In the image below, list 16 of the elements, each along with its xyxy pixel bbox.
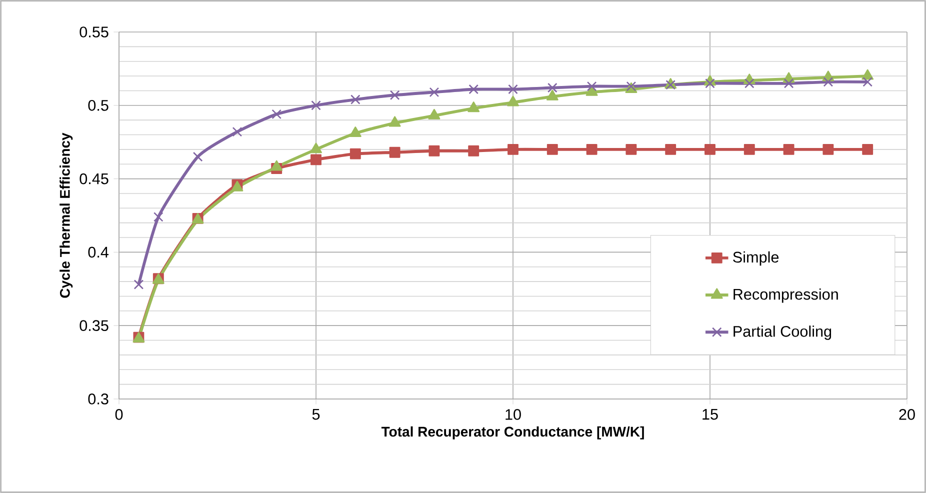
x-tick-label: 10 [506,409,521,420]
x-axis-title: Total Recuperator Conductance [MW/K] [381,426,644,440]
legend-label: Recompression [734,288,838,303]
x-tick-label: 0 [115,409,123,420]
legend-label: Partial Cooling [734,326,832,340]
x-tick-label: 5 [312,409,320,420]
y-tick-label: 0.35 [80,320,108,332]
x-tick-label: 20 [899,409,915,420]
y-tick-label: 0.5 [88,100,108,111]
y-tick-label: 0.55 [80,26,108,38]
x-tick-label: 15 [702,409,718,420]
y-axis-title: Cycle Thermal Efficiency [60,132,73,298]
y-tick-label: 0.45 [80,173,108,184]
legend-label: Simple [733,251,779,266]
y-tick-label: 0.4 [88,246,109,258]
y-tick-label: 0.3 [88,394,108,404]
